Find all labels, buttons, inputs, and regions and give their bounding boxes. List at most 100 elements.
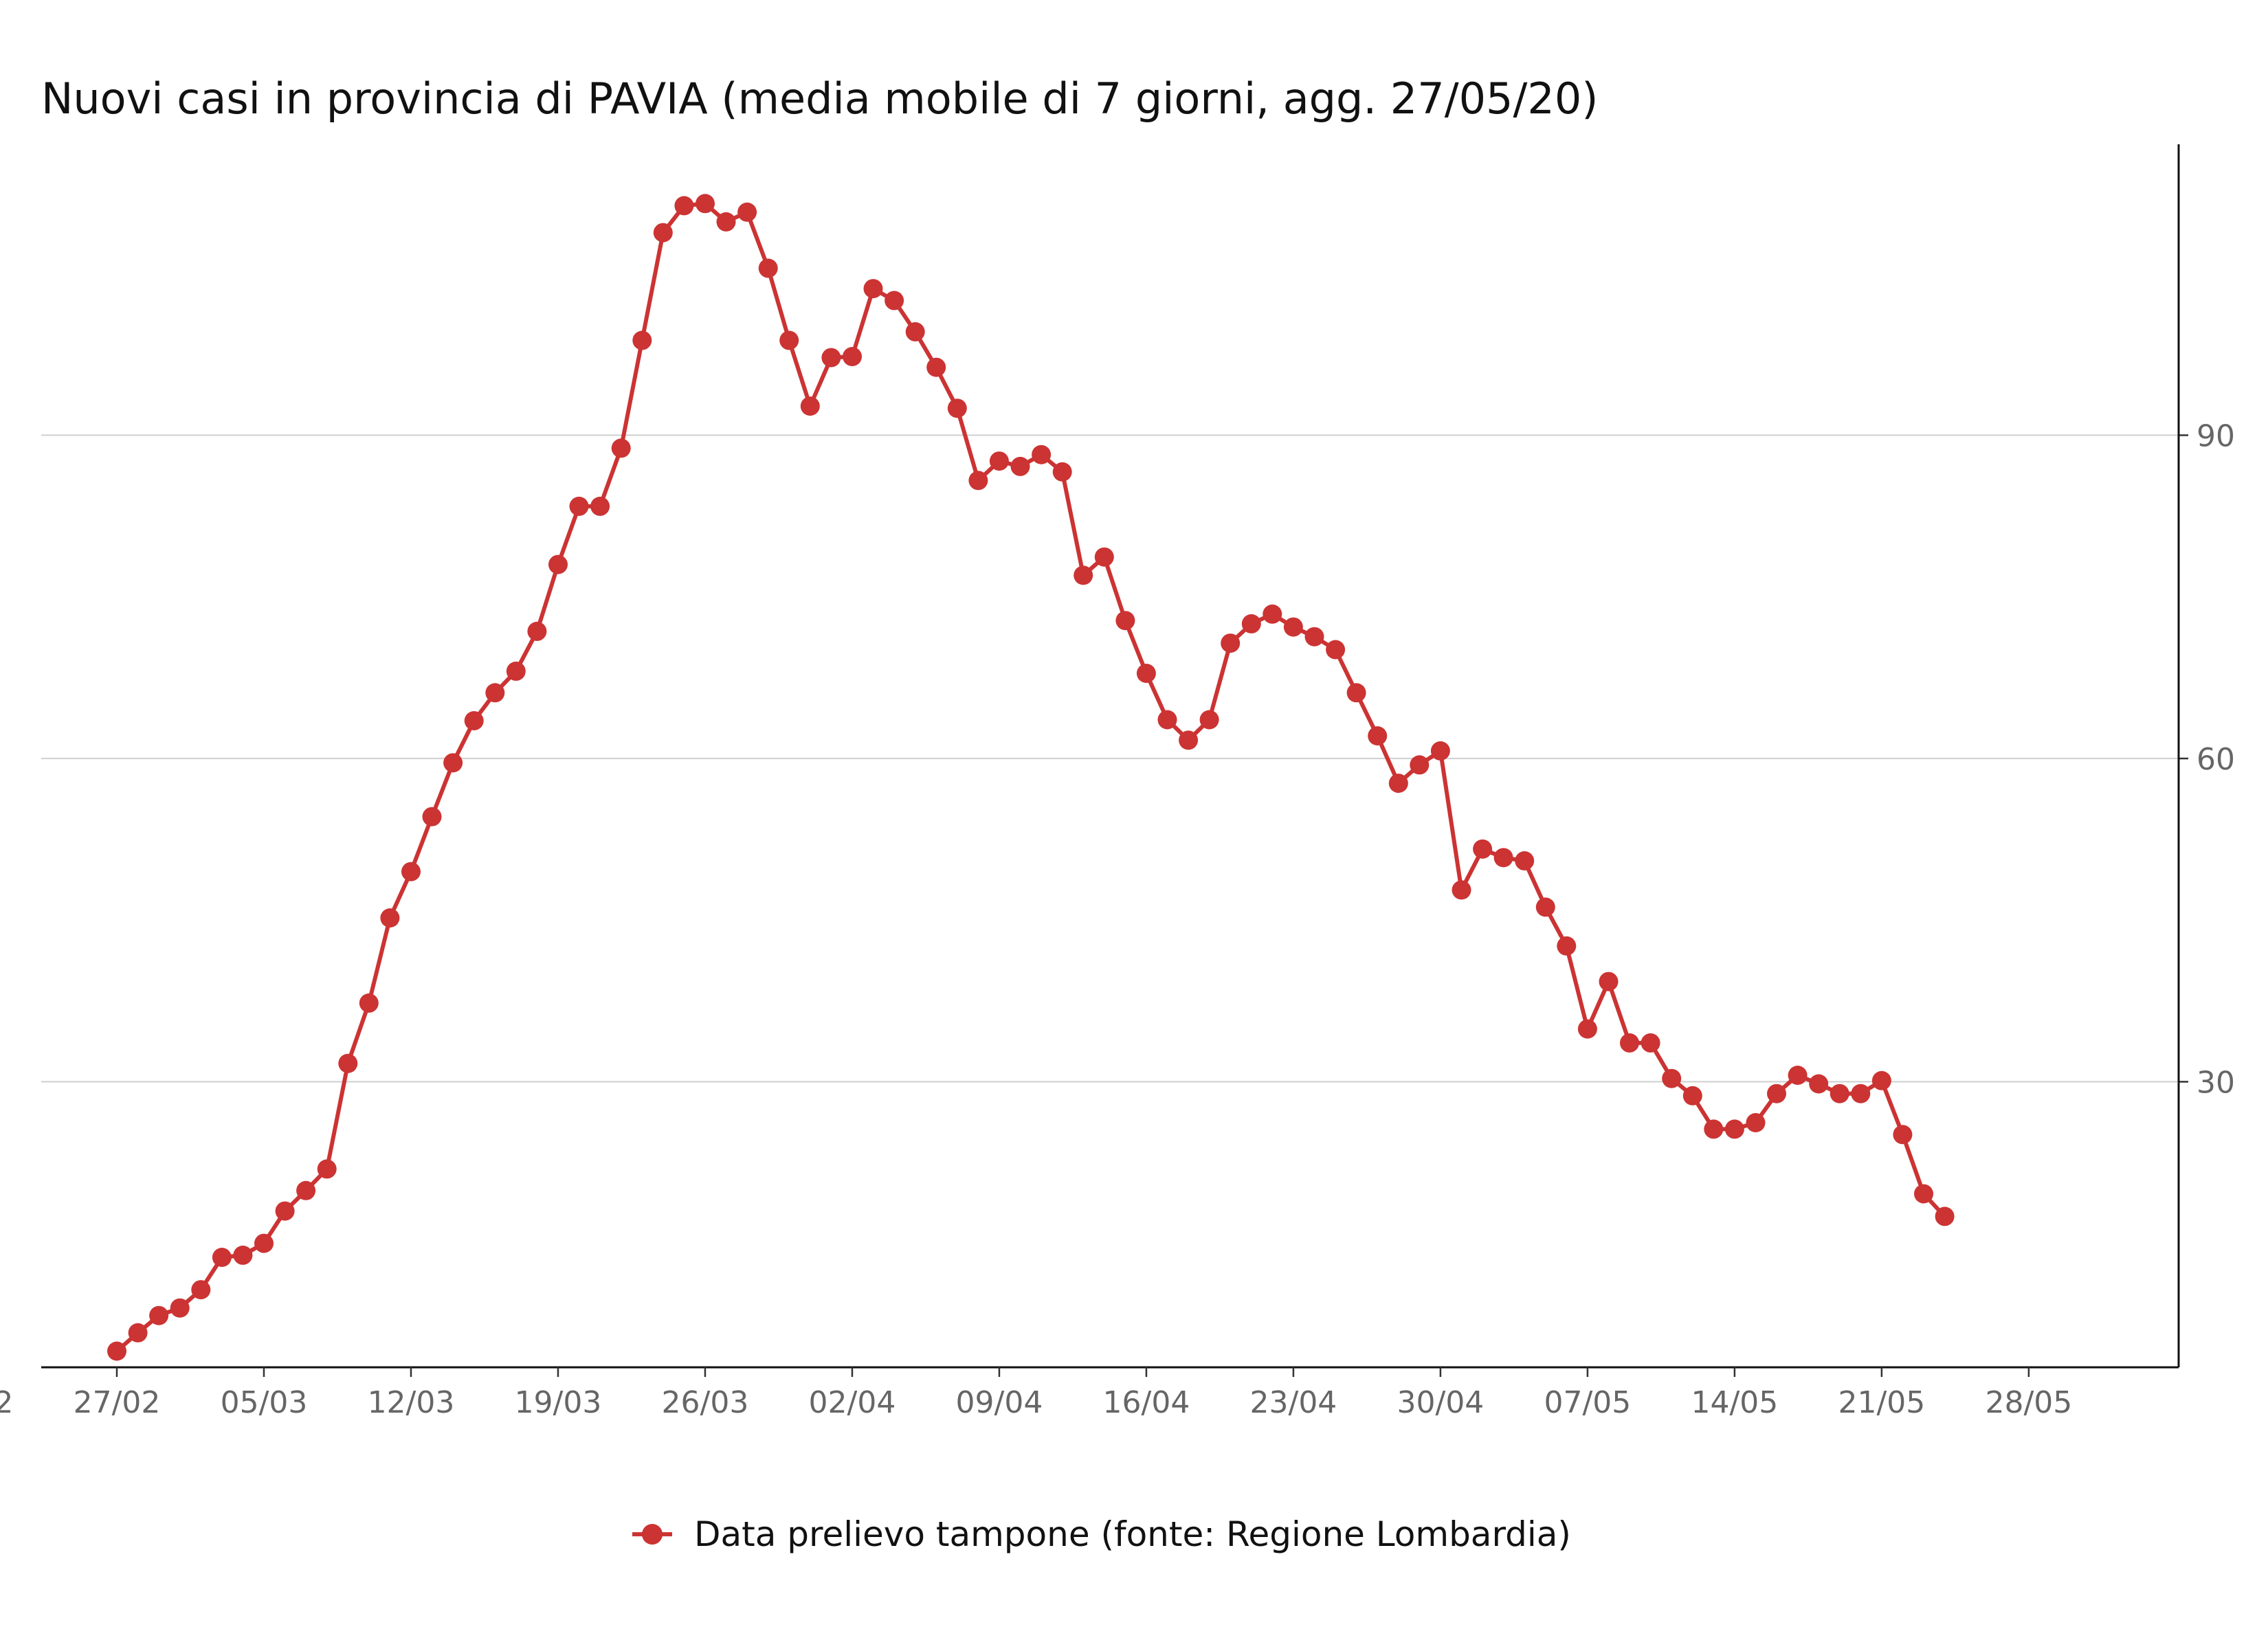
data-point (968, 471, 988, 491)
data-point (443, 753, 463, 773)
data-point (1641, 1033, 1660, 1053)
data-point (1388, 774, 1408, 793)
data-point (716, 212, 736, 232)
data-point (548, 554, 568, 574)
data-point (170, 1298, 190, 1318)
data-point (485, 683, 505, 703)
data-point (1241, 614, 1261, 633)
x-tick-label: 23/04 (1250, 1385, 1337, 1420)
data-point (1767, 1084, 1786, 1103)
data-point (758, 258, 778, 278)
data-point (590, 496, 610, 516)
data-point (1094, 547, 1114, 567)
data-point (1157, 710, 1177, 730)
data-point (1620, 1033, 1639, 1053)
data-point (800, 396, 820, 416)
data-point (1221, 633, 1241, 653)
data-point (821, 348, 841, 368)
data-point (506, 661, 526, 681)
legend-point-marker (642, 1524, 663, 1545)
x-tick-label: 30/04 (1397, 1385, 1485, 1420)
gridlines (41, 434, 2179, 1083)
data-point (905, 322, 925, 341)
x-tick-label: 12/03 (368, 1385, 455, 1420)
data-point (296, 1180, 316, 1200)
data-point (401, 862, 421, 882)
data-point (1682, 1086, 1702, 1106)
data-point (1473, 839, 1493, 859)
data-point (254, 1233, 274, 1253)
x-tick-label: 16/04 (1103, 1385, 1190, 1420)
axes: 30 60 90 20/02 27/02 05/03 12/03 19/03 26/03 02/0… (0, 144, 2235, 1420)
data-point (885, 291, 904, 311)
data-point (1346, 683, 1366, 703)
x-tick-label: 14/05 (1691, 1385, 1778, 1420)
series-line (115, 201, 1946, 1353)
data-point (863, 279, 883, 299)
data-point (947, 399, 967, 418)
data-point (317, 1159, 337, 1179)
x-tick-label: 27/02 (74, 1385, 161, 1420)
data-point (359, 993, 379, 1013)
data-point (1410, 755, 1430, 775)
data-point (1430, 741, 1450, 761)
data-point (674, 196, 694, 216)
data-point (422, 807, 442, 827)
data-point (1032, 445, 1052, 464)
data-point (632, 330, 652, 350)
data-point (1704, 1119, 1724, 1139)
data-point (1809, 1074, 1829, 1094)
data-point (1557, 936, 1577, 956)
data-point (1368, 726, 1388, 745)
data-point (1599, 972, 1619, 991)
data-point (233, 1245, 253, 1265)
x-tick-label: 07/05 (1544, 1385, 1631, 1420)
data-point (1263, 604, 1282, 624)
data-point (464, 711, 484, 730)
x-tick-label: 05/03 (221, 1385, 308, 1420)
data-point (1052, 462, 1072, 482)
data-point (1304, 627, 1324, 647)
data-point (843, 347, 862, 366)
data-point (1577, 1019, 1597, 1039)
data-point (1746, 1113, 1766, 1132)
data-point (1326, 640, 1346, 660)
series-layer (107, 194, 1955, 1361)
data-point (275, 1201, 295, 1221)
x-tick-label: 28/05 (1985, 1385, 2072, 1420)
data-point (569, 496, 589, 516)
x-tick-label: 20/02 (0, 1385, 13, 1420)
data-point (1493, 848, 1513, 868)
data-point (1179, 730, 1199, 750)
x-tick-label: 26/03 (662, 1385, 749, 1420)
legend-label: Data prelievo tampone (fonte: Regione Lo… (694, 1514, 1571, 1554)
x-tick-label: 09/04 (956, 1385, 1043, 1420)
data-point (1662, 1068, 1682, 1088)
data-point (1010, 456, 1030, 476)
data-point (338, 1053, 358, 1073)
data-point (1283, 617, 1303, 637)
data-point (1535, 897, 1555, 917)
data-point (1851, 1084, 1871, 1103)
data-point (1199, 710, 1219, 730)
data-point (1788, 1066, 1808, 1085)
y-tick-label: 60 (2197, 742, 2235, 777)
data-point (191, 1280, 211, 1300)
data-point (380, 908, 400, 928)
x-tick-label: 21/05 (1838, 1385, 1925, 1420)
x-tick-label: 02/04 (809, 1385, 896, 1420)
data-point (1724, 1119, 1744, 1139)
data-point (128, 1323, 148, 1343)
data-point (926, 357, 946, 377)
data-point (1074, 565, 1093, 585)
data-point (989, 451, 1009, 471)
data-point (149, 1305, 169, 1325)
data-point (1935, 1207, 1955, 1226)
data-point (696, 194, 715, 214)
data-point (611, 438, 631, 458)
data-point (779, 330, 799, 350)
legend: Data prelievo tampone (fonte: Regione Lo… (632, 1514, 1571, 1554)
data-point (1893, 1125, 1913, 1145)
data-point (107, 1341, 126, 1361)
data-point (212, 1248, 232, 1267)
